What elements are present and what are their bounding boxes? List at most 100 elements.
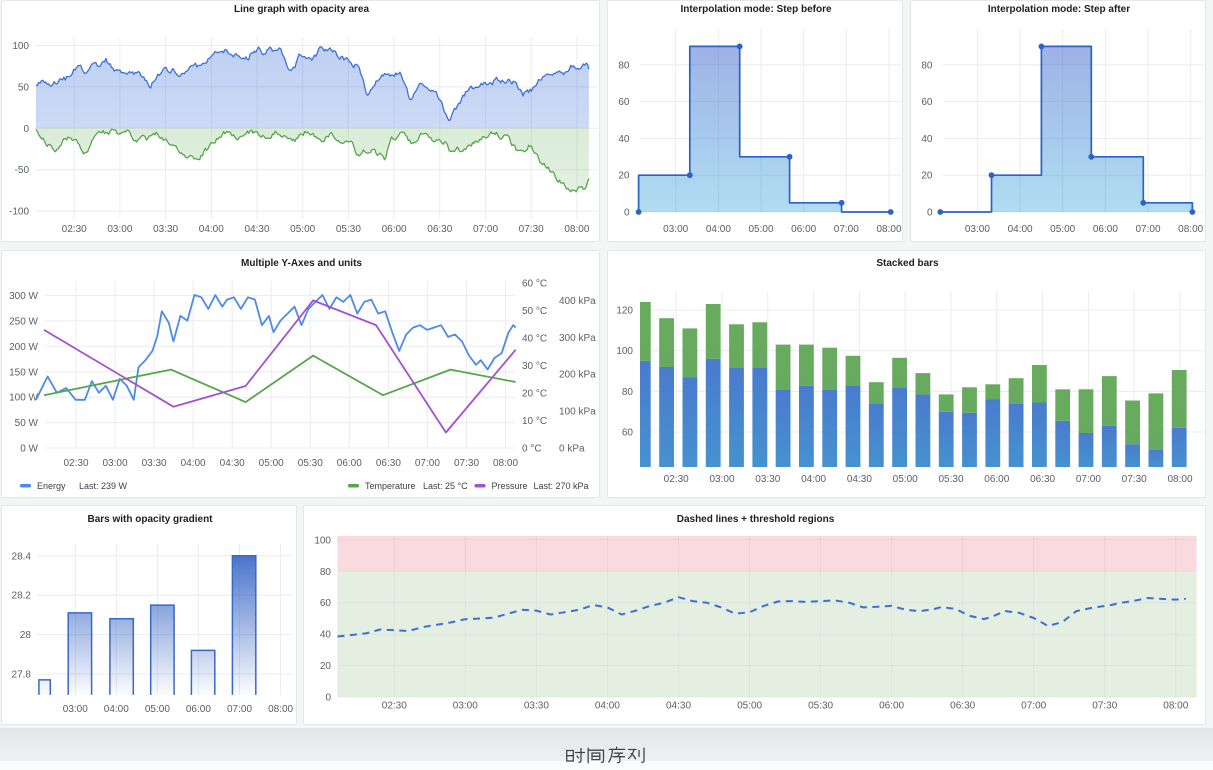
svg-text:03:00: 03:00 <box>107 224 132 235</box>
svg-text:02:30: 02:30 <box>62 224 87 235</box>
svg-text:07:00: 07:00 <box>473 224 498 235</box>
svg-text:0 °C: 0 °C <box>522 444 542 455</box>
svg-text:0 kPa: 0 kPa <box>559 444 585 455</box>
svg-text:06:00: 06:00 <box>791 224 816 235</box>
svg-text:60: 60 <box>618 97 630 108</box>
svg-text:08:00: 08:00 <box>876 224 901 235</box>
svg-text:Pressure: Pressure <box>492 481 528 491</box>
svg-text:100: 100 <box>12 41 29 52</box>
svg-text:02:30: 02:30 <box>63 458 88 469</box>
svg-text:100: 100 <box>616 346 633 357</box>
svg-text:80: 80 <box>622 387 634 398</box>
svg-text:04:30: 04:30 <box>244 224 269 235</box>
svg-text:Last: 270 kPa: Last: 270 kPa <box>534 481 589 491</box>
svg-text:04:30: 04:30 <box>220 458 245 469</box>
svg-text:50 °C: 50 °C <box>522 306 547 317</box>
svg-text:20: 20 <box>320 661 332 672</box>
svg-text:80: 80 <box>921 60 933 71</box>
svg-text:03:00: 03:00 <box>63 704 88 715</box>
svg-text:20 °C: 20 °C <box>522 389 547 400</box>
svg-text:05:30: 05:30 <box>938 474 963 485</box>
svg-text:04:00: 04:00 <box>595 701 620 712</box>
svg-text:0: 0 <box>624 208 630 219</box>
svg-text:08:00: 08:00 <box>1167 474 1192 485</box>
svg-text:28.2: 28.2 <box>12 591 32 602</box>
svg-text:28: 28 <box>20 630 32 641</box>
svg-text:-50: -50 <box>15 165 30 176</box>
svg-text:Dashed lines + threshold regio: Dashed lines + threshold regions <box>677 514 835 525</box>
svg-text:Temperature: Temperature <box>365 481 416 491</box>
svg-text:40 °C: 40 °C <box>522 334 547 345</box>
svg-text:04:00: 04:00 <box>1008 224 1033 235</box>
svg-text:07:00: 07:00 <box>227 704 252 715</box>
svg-text:08:00: 08:00 <box>493 458 518 469</box>
svg-text:0: 0 <box>927 208 933 219</box>
svg-text:05:00: 05:00 <box>893 474 918 485</box>
svg-text:100: 100 <box>314 535 331 546</box>
svg-text:40: 40 <box>320 630 332 641</box>
svg-text:10 °C: 10 °C <box>522 416 547 427</box>
svg-text:05:30: 05:30 <box>298 458 323 469</box>
svg-text:27.8: 27.8 <box>12 670 32 681</box>
svg-text:Stacked bars: Stacked bars <box>876 258 939 269</box>
svg-text:60: 60 <box>921 97 933 108</box>
svg-text:0 W: 0 W <box>20 444 38 455</box>
svg-text:05:00: 05:00 <box>748 224 773 235</box>
svg-text:07:00: 07:00 <box>1076 474 1101 485</box>
svg-text:04:30: 04:30 <box>666 701 691 712</box>
svg-text:400 kPa: 400 kPa <box>559 296 596 307</box>
svg-text:-100: -100 <box>9 207 29 218</box>
svg-text:04:00: 04:00 <box>104 704 129 715</box>
svg-text:05:30: 05:30 <box>808 701 833 712</box>
svg-text:07:30: 07:30 <box>1092 701 1117 712</box>
svg-text:20: 20 <box>618 171 630 182</box>
svg-text:04:00: 04:00 <box>706 224 731 235</box>
svg-text:Interpolation mode: Step after: Interpolation mode: Step after <box>988 4 1130 15</box>
svg-text:50 W: 50 W <box>15 418 39 429</box>
svg-text:Last: 25 °C: Last: 25 °C <box>423 481 468 491</box>
svg-text:05:00: 05:00 <box>1050 224 1075 235</box>
svg-text:06:30: 06:30 <box>376 458 401 469</box>
svg-text:60: 60 <box>320 598 332 609</box>
svg-text:04:00: 04:00 <box>199 224 224 235</box>
svg-text:03:00: 03:00 <box>965 224 990 235</box>
svg-text:300 W: 300 W <box>9 291 38 302</box>
svg-text:03:30: 03:30 <box>142 458 167 469</box>
svg-text:120: 120 <box>616 306 633 317</box>
svg-text:04:00: 04:00 <box>181 458 206 469</box>
svg-text:Bars with opacity gradient: Bars with opacity gradient <box>87 514 213 525</box>
svg-text:05:00: 05:00 <box>145 704 170 715</box>
svg-text:02:30: 02:30 <box>664 474 689 485</box>
svg-text:03:30: 03:30 <box>153 224 178 235</box>
svg-text:06:00: 06:00 <box>382 224 407 235</box>
svg-text:04:00: 04:00 <box>801 474 826 485</box>
svg-text:08:00: 08:00 <box>1178 224 1203 235</box>
svg-text:08:00: 08:00 <box>564 224 589 235</box>
svg-text:07:00: 07:00 <box>1021 701 1046 712</box>
svg-text:02:30: 02:30 <box>382 701 407 712</box>
svg-text:07:00: 07:00 <box>415 458 440 469</box>
svg-text:Interpolation mode: Step befor: Interpolation mode: Step before <box>680 4 832 15</box>
svg-text:40: 40 <box>921 134 933 145</box>
svg-text:Energy: Energy <box>37 481 66 491</box>
svg-text:06:00: 06:00 <box>1093 224 1118 235</box>
svg-text:05:00: 05:00 <box>290 224 315 235</box>
svg-text:05:30: 05:30 <box>336 224 361 235</box>
svg-text:07:30: 07:30 <box>519 224 544 235</box>
svg-text:200 W: 200 W <box>9 342 38 353</box>
svg-text:40: 40 <box>618 134 630 145</box>
svg-text:05:00: 05:00 <box>737 701 762 712</box>
svg-text:05:00: 05:00 <box>259 458 284 469</box>
svg-text:07:00: 07:00 <box>1135 224 1160 235</box>
svg-text:06:00: 06:00 <box>984 474 1009 485</box>
svg-text:03:00: 03:00 <box>102 458 127 469</box>
svg-text:0: 0 <box>325 693 331 704</box>
svg-text:03:00: 03:00 <box>453 701 478 712</box>
svg-text:80: 80 <box>618 60 630 71</box>
svg-text:04:30: 04:30 <box>847 474 872 485</box>
svg-text:06:30: 06:30 <box>950 701 975 712</box>
svg-text:03:00: 03:00 <box>663 224 688 235</box>
svg-text:Last: 239 W: Last: 239 W <box>79 481 128 491</box>
svg-text:50: 50 <box>18 82 30 93</box>
svg-text:200 kPa: 200 kPa <box>559 370 596 381</box>
